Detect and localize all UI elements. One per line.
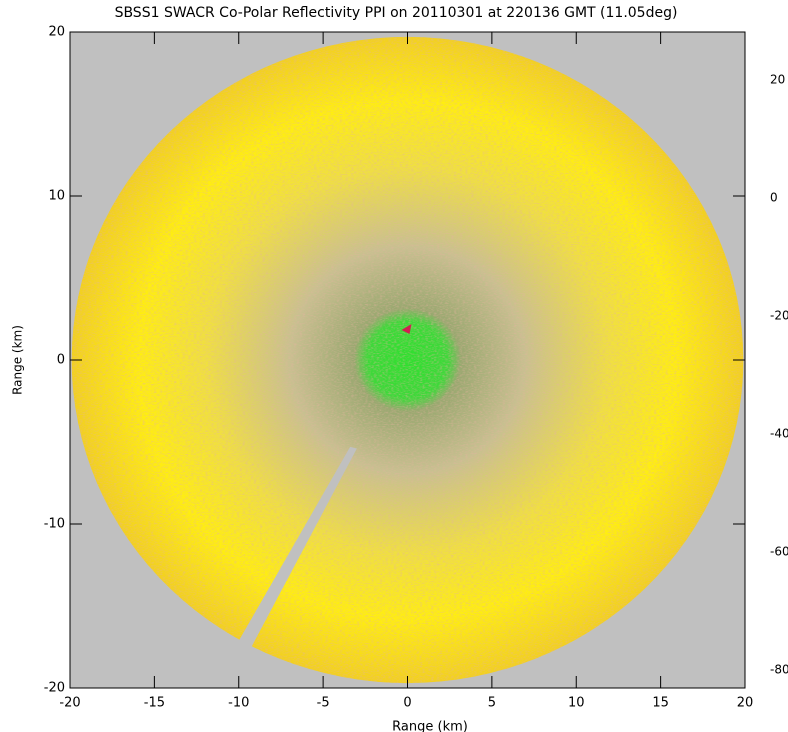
y-tick-label: 0 — [57, 353, 65, 368]
x-tick-label: 15 — [652, 696, 669, 711]
colorbar-tick-label: -60 — [770, 545, 788, 559]
x-tick-label: -15 — [144, 696, 165, 711]
colorbar-tick-label: -40 — [770, 427, 788, 441]
center-echo — [401, 324, 412, 334]
colorbar-tick-label: 0 — [770, 191, 778, 205]
y-tick-label: -10 — [44, 517, 65, 532]
y-tick-label: 10 — [48, 189, 65, 204]
y-axis-label: Range (km) — [11, 325, 25, 395]
y-tick-label: 20 — [48, 25, 65, 40]
x-tick-label: 5 — [488, 696, 496, 711]
x-tick-label: 20 — [737, 696, 754, 711]
y-tick-label: -20 — [44, 681, 65, 696]
beam-blockage — [237, 446, 357, 649]
colorbar-tick-label: -80 — [770, 663, 788, 677]
colorbar-tick-label: 20 — [770, 73, 785, 87]
x-tick-label: -5 — [317, 696, 330, 711]
chart-title: SBSS1 SWACR Co-Polar Reflectivity PPI on… — [115, 5, 678, 21]
x-tick-label: -20 — [59, 696, 80, 711]
plot-area — [69, 31, 746, 689]
radar-speckle — [71, 36, 744, 684]
x-tick-label: 0 — [403, 696, 411, 711]
colorbar-tick-label: -20 — [770, 309, 788, 323]
x-tick-label: 10 — [568, 696, 585, 711]
x-tick-label: -10 — [228, 696, 249, 711]
x-axis-label: Range (km) — [392, 720, 468, 732]
